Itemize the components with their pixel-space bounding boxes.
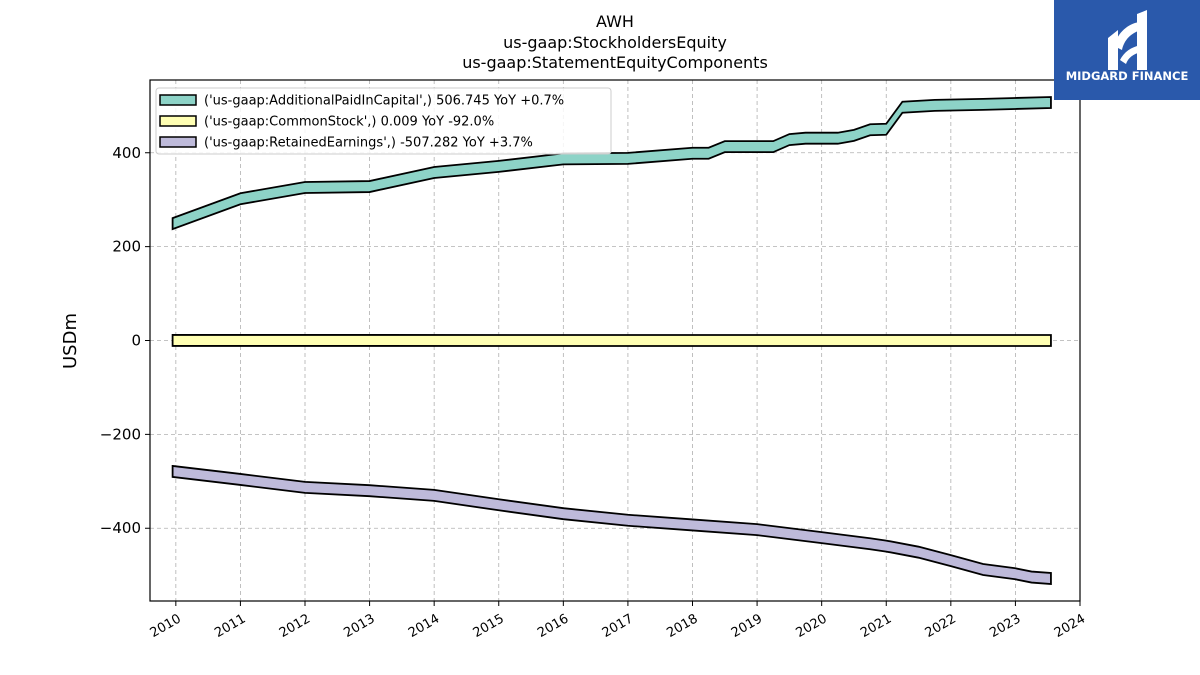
brand-logo-background [1054, 0, 1200, 100]
y-tick-label-2: 0 [131, 332, 141, 350]
legend-swatch-1 [159, 115, 197, 127]
legend-swatch-0 [159, 94, 197, 106]
y-tick-label-1: −200 [100, 425, 141, 443]
brand-logo: MIDGARD FINANCE [1054, 0, 1200, 100]
chart-title-line-3: us-gaap:StatementEquityComponents [462, 53, 768, 72]
y-tick-label-3: 200 [112, 238, 141, 256]
series-band-0 [171, 96, 1052, 231]
legend-swatch-2 [159, 136, 197, 148]
chart-title-line-1: AWH [596, 12, 634, 31]
chart-title: AWH us-gaap:StockholdersEquity us-gaap:S… [462, 12, 768, 72]
legend-entry-2: ('us-gaap:RetainedEarnings',) -507.282 Y… [204, 136, 533, 151]
midgard-logo-icon [1108, 10, 1147, 70]
series-band-1 [171, 334, 1052, 347]
legend-box [155, 87, 612, 155]
series-areas [171, 96, 1052, 585]
y-tick-label-0: −400 [100, 519, 141, 537]
series-band-2 [171, 464, 1052, 585]
y-axis-label: USDm [60, 313, 81, 369]
legend-entry-1: ('us-gaap:CommonStock',) 0.009 YoY -92.0… [204, 115, 494, 130]
y-tick-label-4: 400 [112, 144, 141, 162]
y-axis-ticks: −400 −200 0 200 400 [100, 144, 150, 537]
brand-name: MIDGARD FINANCE [1066, 69, 1189, 83]
legend: ('us-gaap:AdditionalPaidInCapital',) 506… [155, 87, 612, 155]
legend-entry-0: ('us-gaap:AdditionalPaidInCapital',) 506… [204, 94, 564, 109]
chart-title-line-2: us-gaap:StockholdersEquity [503, 33, 727, 52]
